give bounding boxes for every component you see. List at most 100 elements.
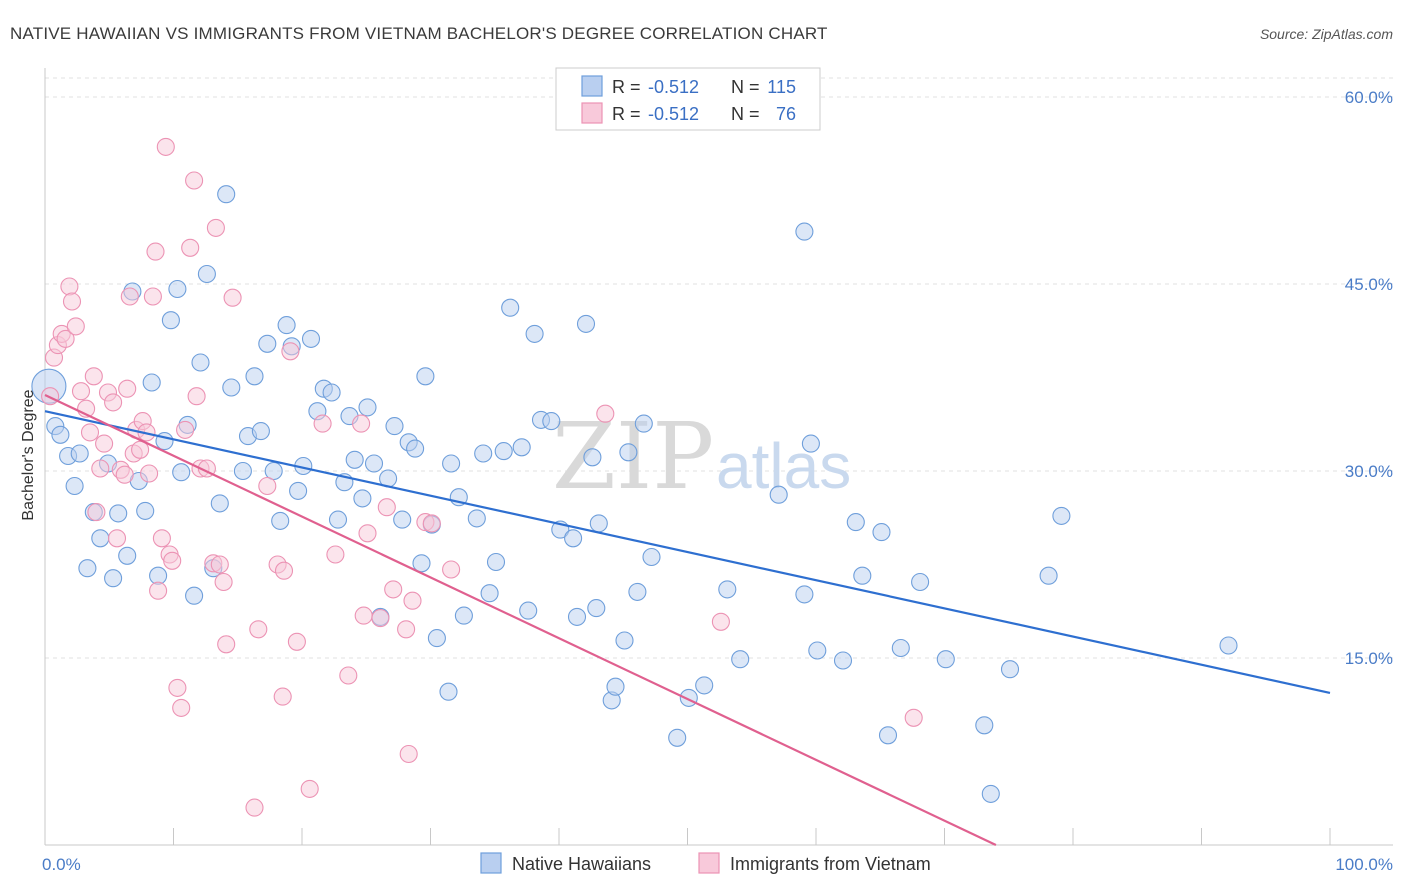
data-point bbox=[642, 547, 661, 567]
data-point bbox=[191, 353, 210, 372]
data-point bbox=[163, 551, 182, 570]
data-point bbox=[1000, 660, 1020, 679]
data-point bbox=[494, 442, 513, 461]
series-native-hawaiians bbox=[31, 185, 1238, 803]
data-point bbox=[206, 218, 225, 237]
data-point bbox=[474, 444, 493, 463]
data-point bbox=[936, 650, 955, 669]
y-tick-label: 30.0% bbox=[1345, 462, 1393, 481]
data-point bbox=[217, 635, 236, 654]
data-point bbox=[274, 561, 294, 580]
data-point bbox=[140, 464, 159, 483]
data-point bbox=[120, 287, 139, 306]
data-point bbox=[107, 529, 127, 548]
data-point bbox=[95, 434, 114, 453]
data-point bbox=[795, 585, 814, 604]
trend-line-native-hawaiians bbox=[44, 410, 1331, 694]
bottom-legend-label-native-hawaiians: Native Hawaiians bbox=[512, 854, 651, 874]
data-point bbox=[328, 510, 348, 529]
data-point bbox=[60, 277, 79, 296]
data-point bbox=[801, 434, 820, 453]
data-point bbox=[1052, 506, 1071, 525]
data-point bbox=[301, 329, 321, 348]
legend-n-value-2: 76 bbox=[776, 104, 796, 124]
bottom-legend-swatch-native-hawaiians bbox=[480, 852, 502, 874]
data-point bbox=[576, 314, 596, 333]
data-point bbox=[606, 677, 625, 696]
data-point bbox=[634, 414, 653, 433]
data-point bbox=[264, 461, 283, 481]
data-point bbox=[87, 503, 106, 522]
data-point bbox=[109, 504, 128, 523]
data-point bbox=[615, 631, 634, 650]
data-point bbox=[480, 584, 499, 603]
data-point bbox=[904, 708, 923, 727]
data-point bbox=[975, 716, 994, 735]
legend-swatch-immigrants-vietnam bbox=[581, 102, 603, 124]
data-point bbox=[358, 398, 377, 417]
data-point bbox=[412, 554, 431, 573]
data-point bbox=[80, 423, 100, 442]
series-legend: Native Hawaiians Immigrants from Vietnam bbox=[480, 852, 931, 874]
data-point bbox=[596, 404, 615, 423]
data-point bbox=[718, 580, 737, 599]
data-point bbox=[233, 461, 252, 481]
data-point bbox=[187, 387, 206, 406]
data-point bbox=[281, 342, 300, 361]
data-point bbox=[245, 367, 264, 386]
data-point bbox=[846, 513, 865, 532]
y-axis-label: Bachelor's Degree bbox=[20, 389, 37, 520]
legend-r-value-2: -0.512 bbox=[648, 104, 699, 124]
data-point bbox=[442, 454, 461, 473]
data-point bbox=[711, 612, 730, 631]
data-point bbox=[542, 412, 561, 431]
data-point bbox=[56, 329, 75, 348]
data-point bbox=[258, 334, 277, 353]
data-point bbox=[185, 171, 204, 190]
data-point bbox=[399, 744, 418, 764]
legend-r-label-2: R = bbox=[612, 104, 641, 124]
data-point bbox=[142, 373, 161, 392]
data-point bbox=[172, 698, 191, 717]
data-point bbox=[467, 509, 486, 528]
data-point bbox=[70, 444, 89, 463]
scatter-points bbox=[31, 137, 1238, 817]
data-point bbox=[364, 454, 384, 473]
trend-lines bbox=[44, 393, 1331, 846]
data-point bbox=[668, 728, 687, 747]
data-point bbox=[486, 552, 506, 572]
x-tick-labels: 0.0% 100.0% bbox=[42, 855, 1393, 874]
data-point bbox=[628, 582, 647, 601]
data-point bbox=[172, 463, 191, 482]
data-point bbox=[197, 264, 216, 284]
bottom-legend-swatch-immigrants-vietnam bbox=[698, 852, 720, 874]
data-point bbox=[131, 440, 150, 459]
data-point bbox=[161, 311, 180, 330]
data-point bbox=[872, 523, 891, 542]
data-point bbox=[104, 569, 123, 588]
data-point bbox=[287, 632, 306, 651]
data-point bbox=[853, 566, 872, 585]
data-point bbox=[143, 287, 162, 306]
data-point bbox=[300, 779, 319, 798]
data-point bbox=[731, 650, 750, 669]
data-point bbox=[911, 572, 930, 592]
data-point bbox=[439, 682, 458, 701]
data-point bbox=[397, 620, 416, 639]
data-point bbox=[181, 238, 200, 257]
data-point bbox=[385, 417, 404, 436]
data-point bbox=[146, 242, 165, 261]
y-tick-label: 45.0% bbox=[1345, 275, 1393, 294]
data-point bbox=[878, 726, 898, 745]
data-point bbox=[564, 529, 583, 548]
data-point bbox=[91, 459, 110, 478]
data-point bbox=[313, 414, 332, 433]
data-point bbox=[185, 586, 204, 605]
data-point bbox=[115, 465, 134, 484]
data-point bbox=[104, 393, 123, 412]
data-point bbox=[273, 687, 292, 706]
data-point bbox=[406, 439, 425, 458]
data-point bbox=[62, 292, 82, 311]
data-point bbox=[619, 443, 638, 462]
